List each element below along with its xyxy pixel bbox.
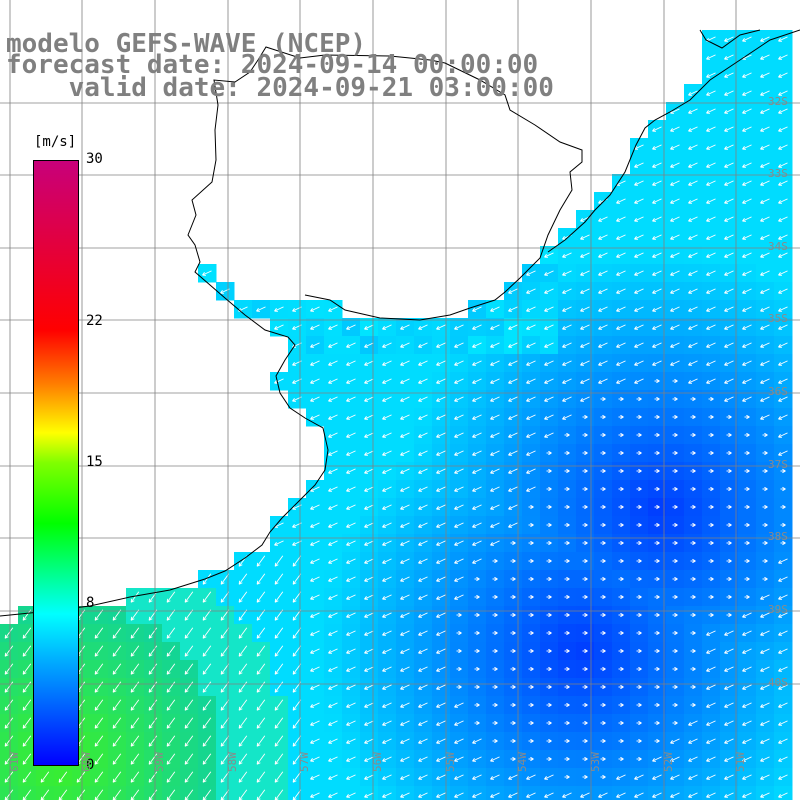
longitude-label: 58W — [226, 752, 239, 772]
wind-cell — [126, 786, 145, 800]
longitude-label: 59W — [153, 752, 166, 772]
wind-cell — [396, 786, 415, 800]
colorbar-tick-label: 8 — [86, 595, 94, 611]
longitude-label: 52W — [662, 752, 675, 772]
latitude-label: 34S — [768, 240, 788, 253]
colorbar-units: [m/s] — [34, 134, 76, 150]
wind-cell — [774, 786, 793, 800]
wind-cell — [630, 786, 649, 800]
valid-date-text: valid date: 2024-09-21 03:00:00 — [69, 73, 554, 103]
colorbar-tick-label: 22 — [86, 313, 103, 329]
latitude-label: 38S — [768, 530, 788, 543]
wind-cell — [90, 786, 109, 800]
longitude-label: 51W — [734, 752, 747, 772]
longitude-label: 55W — [444, 752, 457, 772]
wind-cell — [756, 786, 775, 800]
wind-cell — [360, 786, 379, 800]
longitude-label: 56W — [371, 752, 384, 772]
wind-cell — [702, 786, 721, 800]
wind-cell — [72, 786, 91, 800]
longitude-label: 60W — [80, 752, 93, 772]
wind-cell — [504, 786, 523, 800]
longitude-label: 53W — [589, 752, 602, 772]
wind-cell — [342, 786, 361, 800]
map-title-valid-date: valid date: 2024-09-21 03:00:00 — [6, 75, 554, 101]
wind-cell — [216, 786, 235, 800]
colorbar — [33, 160, 79, 766]
colorbar-tick-label: 30 — [86, 151, 103, 167]
longitude-label: 61W — [8, 752, 21, 772]
wind-cell — [0, 786, 19, 800]
longitude-label: 57W — [298, 752, 311, 772]
latitude-label: 40S — [768, 676, 788, 689]
latitude-label: 36S — [768, 385, 788, 398]
wind-cell — [144, 786, 163, 800]
wind-cell — [468, 786, 487, 800]
latitude-label: 35S — [768, 312, 788, 325]
wind-cell — [576, 786, 595, 800]
longitude-label: 54W — [516, 752, 529, 772]
wind-cell — [252, 786, 271, 800]
wind-cell — [234, 786, 253, 800]
wind-cell — [288, 786, 307, 800]
latitude-label: 33S — [768, 167, 788, 180]
wind-cell — [162, 786, 181, 800]
wind-cell — [108, 786, 127, 800]
wind-cell — [432, 786, 451, 800]
wind-cell — [270, 786, 289, 800]
wind-cell — [414, 786, 433, 800]
wind-cell — [486, 786, 505, 800]
wind-cell — [324, 786, 343, 800]
wind-cell — [18, 786, 37, 800]
wind-cell — [450, 786, 469, 800]
wind-cell — [36, 786, 55, 800]
colorbar-tick-label: 15 — [86, 454, 103, 470]
wind-cell — [612, 786, 631, 800]
wind-cell — [666, 786, 685, 800]
wind-cell — [54, 786, 73, 800]
wind-cell — [306, 786, 325, 800]
wind-cell — [378, 786, 397, 800]
wind-cell — [522, 786, 541, 800]
wind-cell — [558, 786, 577, 800]
wind-cell — [180, 786, 199, 800]
wind-cell — [594, 786, 613, 800]
latitude-label: 39S — [768, 603, 788, 616]
latitude-label: 37S — [768, 458, 788, 471]
wind-cell — [738, 786, 757, 800]
wind-cell — [198, 786, 217, 800]
wind-cell — [540, 786, 559, 800]
latitude-label: 32S — [768, 95, 788, 108]
wind-cell — [684, 786, 703, 800]
